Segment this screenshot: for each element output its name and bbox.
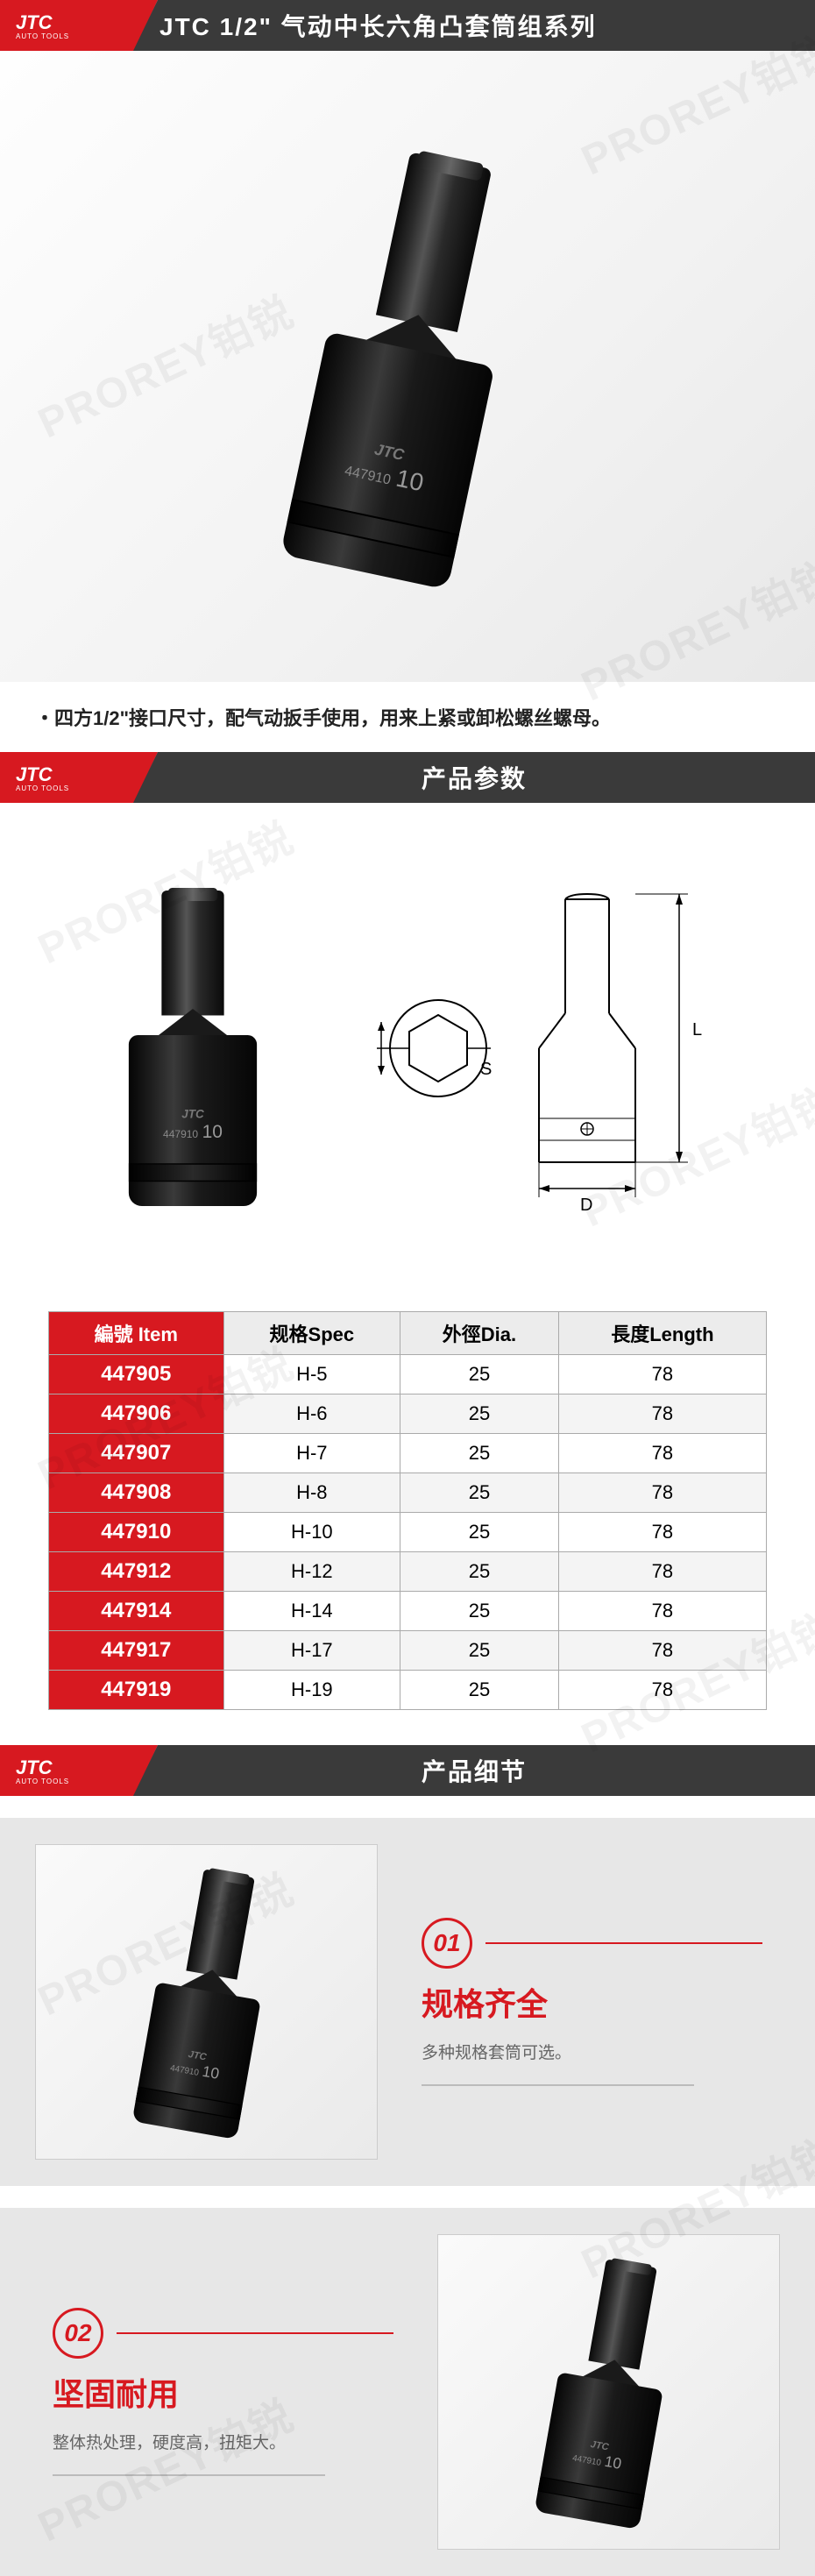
detail-image-02: JTC44791010: [437, 2234, 780, 2550]
table-cell: 78: [558, 1592, 766, 1631]
brand-logo: JTC AUTO TOOLS: [0, 0, 158, 51]
table-cell: 447914: [49, 1592, 224, 1631]
dim-label-l: L: [692, 1020, 702, 1040]
table-cell: 78: [558, 1513, 766, 1552]
table-cell: 25: [400, 1473, 559, 1513]
col-length: 長度Length: [558, 1312, 766, 1355]
table-header-row: 編號 Item 规格Spec 外徑Dia. 長度Length: [49, 1312, 767, 1355]
table-cell: 25: [400, 1592, 559, 1631]
detail-block-02: 02 坚固耐用 整体热处理，硬度高，扭矩大。 JTC44791010: [0, 2208, 815, 2576]
table-cell: H-5: [223, 1355, 400, 1394]
table-cell: 447919: [49, 1671, 224, 1710]
cross-section-icon: S: [377, 987, 500, 1110]
hero-image-area: JTC 44791010: [0, 51, 815, 682]
section-title-details: 产品细节: [133, 1745, 815, 1796]
detail-text-01: 01 规格齐全 多种规格套筒可选。: [404, 1900, 780, 2104]
brand-logo: JTC AUTO TOOLS: [0, 752, 158, 803]
table-row: 447912H-122578: [49, 1552, 767, 1592]
dim-label-s: S: [480, 1060, 492, 1079]
logo-subtext: AUTO TOOLS: [16, 784, 69, 792]
divider-line: [53, 2474, 325, 2476]
table-cell: H-8: [223, 1473, 400, 1513]
table-cell: 78: [558, 1552, 766, 1592]
detail-title-02: 坚固耐用: [53, 2369, 393, 2415]
table-cell: 78: [558, 1355, 766, 1394]
logo-text: JTC: [16, 11, 53, 33]
detail-image-01: JTC44791010: [35, 1844, 378, 2160]
table-row: 447905H-52578: [49, 1355, 767, 1394]
table-cell: 78: [558, 1671, 766, 1710]
params-figure-row: JTC 44791010 S: [0, 803, 815, 1311]
table-cell: 25: [400, 1671, 559, 1710]
table-row: 447919H-192578: [49, 1671, 767, 1710]
logo-text: JTC: [16, 1756, 53, 1778]
table-cell: 447907: [49, 1434, 224, 1473]
table-row: 447907H-72578: [49, 1434, 767, 1473]
table-cell: 25: [400, 1513, 559, 1552]
table-cell: H-12: [223, 1552, 400, 1592]
col-item: 編號 Item: [49, 1312, 224, 1355]
table-row: 447906H-62578: [49, 1394, 767, 1434]
table-cell: 447906: [49, 1394, 224, 1434]
page-title: JTC 1/2" 气动中长六角凸套筒组系列: [133, 0, 815, 51]
detail-number-badge: 01: [422, 1918, 472, 1969]
table-cell: 78: [558, 1394, 766, 1434]
table-row: 447908H-82578: [49, 1473, 767, 1513]
spec-table: 編號 Item 规格Spec 外徑Dia. 長度Length 447905H-5…: [48, 1311, 767, 1710]
spec-table-container: 編號 Item 规格Spec 外徑Dia. 長度Length 447905H-5…: [0, 1311, 815, 1745]
table-cell: 25: [400, 1434, 559, 1473]
table-cell: 78: [558, 1473, 766, 1513]
table-cell: 78: [558, 1434, 766, 1473]
detail-desc-02: 整体热处理，硬度高，扭矩大。: [53, 2431, 393, 2457]
table-cell: 25: [400, 1631, 559, 1671]
table-cell: 447917: [49, 1631, 224, 1671]
technical-drawing: S: [377, 882, 719, 1215]
table-cell: 25: [400, 1394, 559, 1434]
table-cell: H-6: [223, 1394, 400, 1434]
divider-line: [485, 1942, 762, 1944]
product-socket-illustration: JTC 44791010: [270, 140, 546, 592]
brand-logo: JTC AUTO TOOLS: [0, 1745, 158, 1796]
detail-number-badge: 02: [53, 2308, 103, 2359]
table-cell: 447912: [49, 1552, 224, 1592]
table-cell: 447908: [49, 1473, 224, 1513]
side-view-drawing: L D: [517, 882, 719, 1215]
main-header: JTC AUTO TOOLS JTC 1/2" 气动中长六角凸套筒组系列: [0, 0, 815, 51]
detail-desc-01: 多种规格套筒可选。: [422, 2040, 762, 2067]
product-description: ・四方1/2"接口尺寸，配气动扳手使用，用来上紧或卸松螺丝螺母。: [0, 682, 815, 752]
divider-line: [117, 2332, 393, 2334]
table-cell: H-19: [223, 1671, 400, 1710]
detail-text-02: 02 坚固耐用 整体热处理，硬度高，扭矩大。: [35, 2290, 411, 2494]
table-cell: 25: [400, 1355, 559, 1394]
logo-subtext: AUTO TOOLS: [16, 1778, 69, 1785]
table-cell: H-17: [223, 1631, 400, 1671]
table-cell: H-10: [223, 1513, 400, 1552]
dim-label-d: D: [580, 1196, 592, 1215]
table-cell: 447905: [49, 1355, 224, 1394]
table-cell: 447910: [49, 1513, 224, 1552]
logo-subtext: AUTO TOOLS: [16, 32, 69, 40]
col-dia: 外徑Dia.: [400, 1312, 559, 1355]
table-cell: H-14: [223, 1592, 400, 1631]
product-socket-small: JTC 44791010: [121, 891, 266, 1206]
table-row: 447914H-142578: [49, 1592, 767, 1631]
detail-title-01: 规格齐全: [422, 1979, 762, 2025]
table-row: 447910H-102578: [49, 1513, 767, 1552]
section-header-params: JTC AUTO TOOLS 产品参数: [0, 752, 815, 803]
section-header-details: JTC AUTO TOOLS 产品细节: [0, 1745, 815, 1796]
col-spec: 规格Spec: [223, 1312, 400, 1355]
table-cell: 25: [400, 1552, 559, 1592]
table-row: 447917H-172578: [49, 1631, 767, 1671]
table-cell: H-7: [223, 1434, 400, 1473]
logo-text: JTC: [16, 763, 53, 785]
product-size-marking: 10: [393, 465, 426, 498]
detail-block-01: JTC44791010 01 规格齐全 多种规格套筒可选。: [0, 1818, 815, 2186]
table-cell: 78: [558, 1631, 766, 1671]
section-title-params: 产品参数: [133, 752, 815, 803]
divider-line: [422, 2084, 694, 2086]
